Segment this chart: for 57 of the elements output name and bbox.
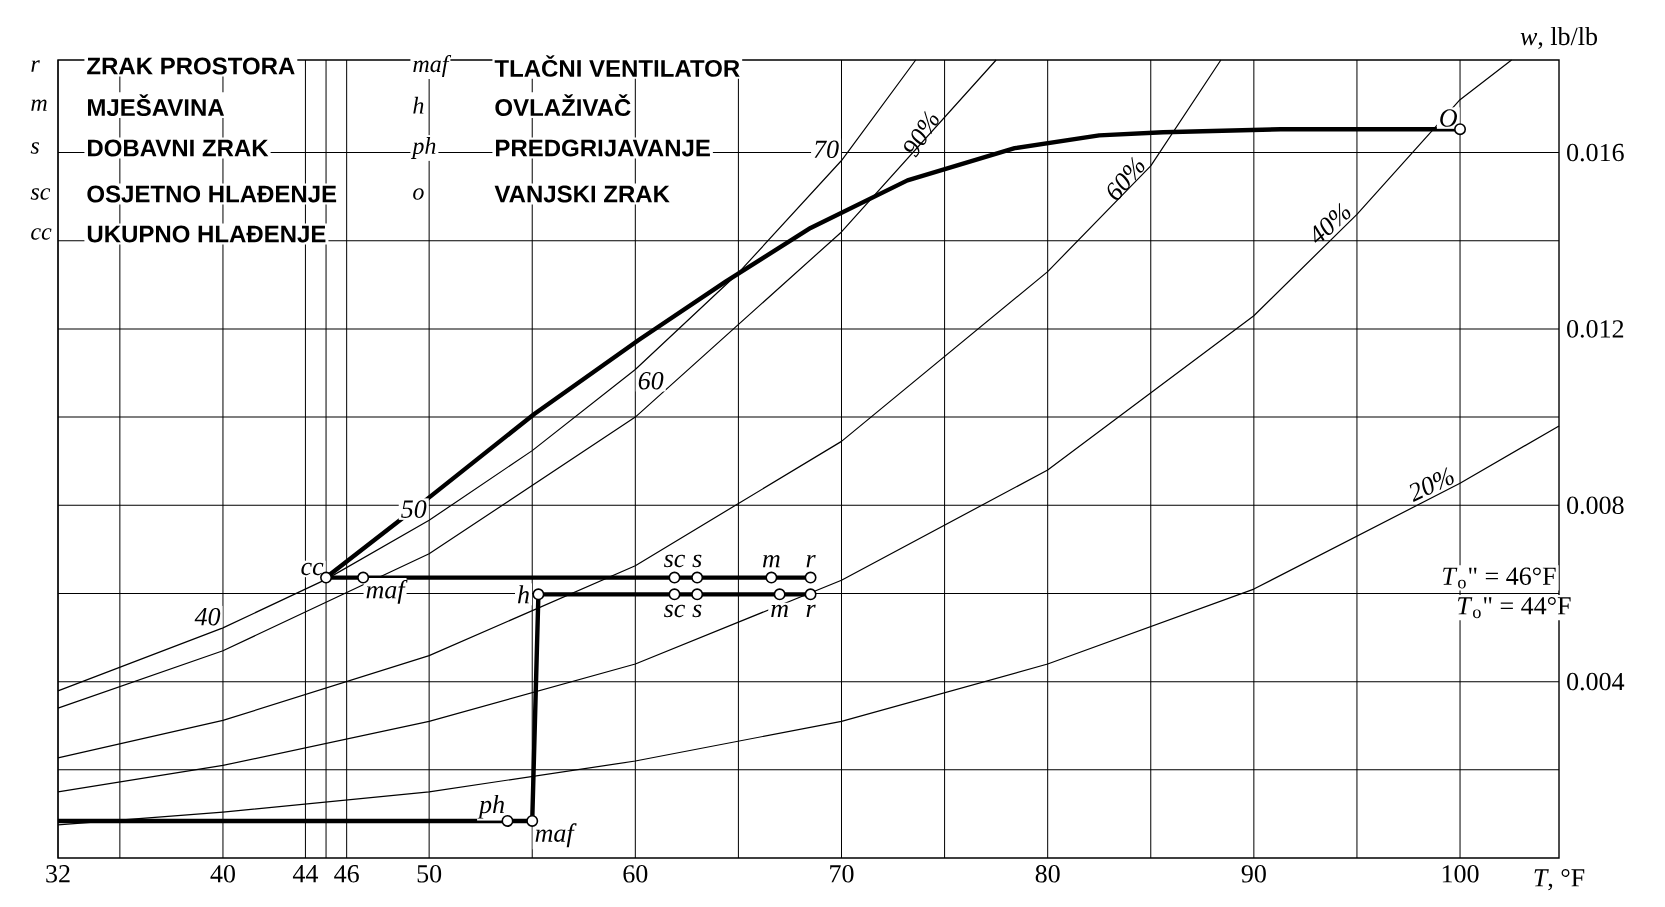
text: sc — [30, 188, 51, 200]
annotation: 50 — [401, 500, 427, 518]
annotation: PREDGRIJAVANJE — [496, 139, 710, 157]
x-tick-label: 80 — [1035, 865, 1060, 883]
annotation: cc — [301, 562, 324, 576]
annotation: maf — [535, 823, 577, 848]
y-tick-label: 0.008 — [1567, 496, 1624, 515]
annotation: DOBAVNI ZRAK — [88, 139, 269, 157]
text: r — [31, 60, 40, 72]
annotation: ph — [411, 137, 436, 159]
annotation: 20% — [1409, 467, 1454, 502]
annotation: sc — [663, 604, 686, 618]
annotation: maf — [366, 579, 408, 604]
annotation: VANJSKI ZRAK — [494, 185, 670, 203]
x-tick-label: 40 — [210, 865, 235, 883]
annotation: ph — [477, 795, 504, 819]
x-tick-label: 46 — [334, 865, 359, 883]
annotation: s — [692, 604, 702, 618]
annotation: m — [762, 554, 780, 568]
x-tick-label: 100 — [1442, 865, 1479, 883]
annotation: 70 — [814, 140, 839, 159]
annotation: UKUPNO HLAĐENJE — [87, 225, 326, 243]
y-axis-title: w, lb/lb — [1520, 26, 1598, 49]
x-tick-label: 60 — [623, 865, 648, 883]
x-tick-label: 70 — [830, 865, 854, 883]
annotation: OVLAŽIVAČ — [495, 94, 631, 117]
annotation: o — [413, 188, 424, 200]
x-tick-label: 50 — [417, 865, 442, 883]
text: s — [30, 142, 40, 154]
x-axis-title: T, °F — [1534, 869, 1585, 891]
annotation: maf — [413, 54, 452, 77]
annotation: OSJETNO HLAĐENJE — [87, 185, 337, 203]
annotation: r — [806, 554, 816, 568]
y-tick-label: 0.016 — [1567, 143, 1624, 162]
annotation: 60% — [1107, 156, 1145, 200]
annotation: h — [517, 585, 529, 604]
annotation: 40 — [194, 607, 221, 626]
x-tick-label: 32 — [46, 865, 70, 883]
annotation: h — [413, 96, 424, 114]
annotation: sc — [663, 554, 686, 568]
annotation: 40% — [1313, 202, 1351, 243]
y-tick-label: 0.004 — [1567, 672, 1625, 691]
annotation: 60 — [638, 371, 664, 390]
annotation: ZRAK PROSTORA — [87, 57, 295, 75]
text: cc — [31, 228, 52, 240]
annotation: MJEŠAVINA — [88, 94, 225, 117]
y-tick-label: 0.012 — [1567, 320, 1624, 338]
annotation: r — [806, 604, 816, 618]
annotation: s — [692, 554, 702, 568]
annotation: TLAČNI VENTILATOR — [494, 55, 740, 77]
annotation: T$_{o}$" = 46°F — [1443, 567, 1556, 589]
annotation: O — [1440, 109, 1458, 127]
x-tick-label: 90 — [1241, 865, 1266, 883]
annotation: m — [771, 604, 788, 618]
annotation: T$_{o}$" = 44°F — [1458, 597, 1571, 619]
text: m — [31, 99, 47, 111]
x-tick-label: 44 — [292, 865, 319, 883]
